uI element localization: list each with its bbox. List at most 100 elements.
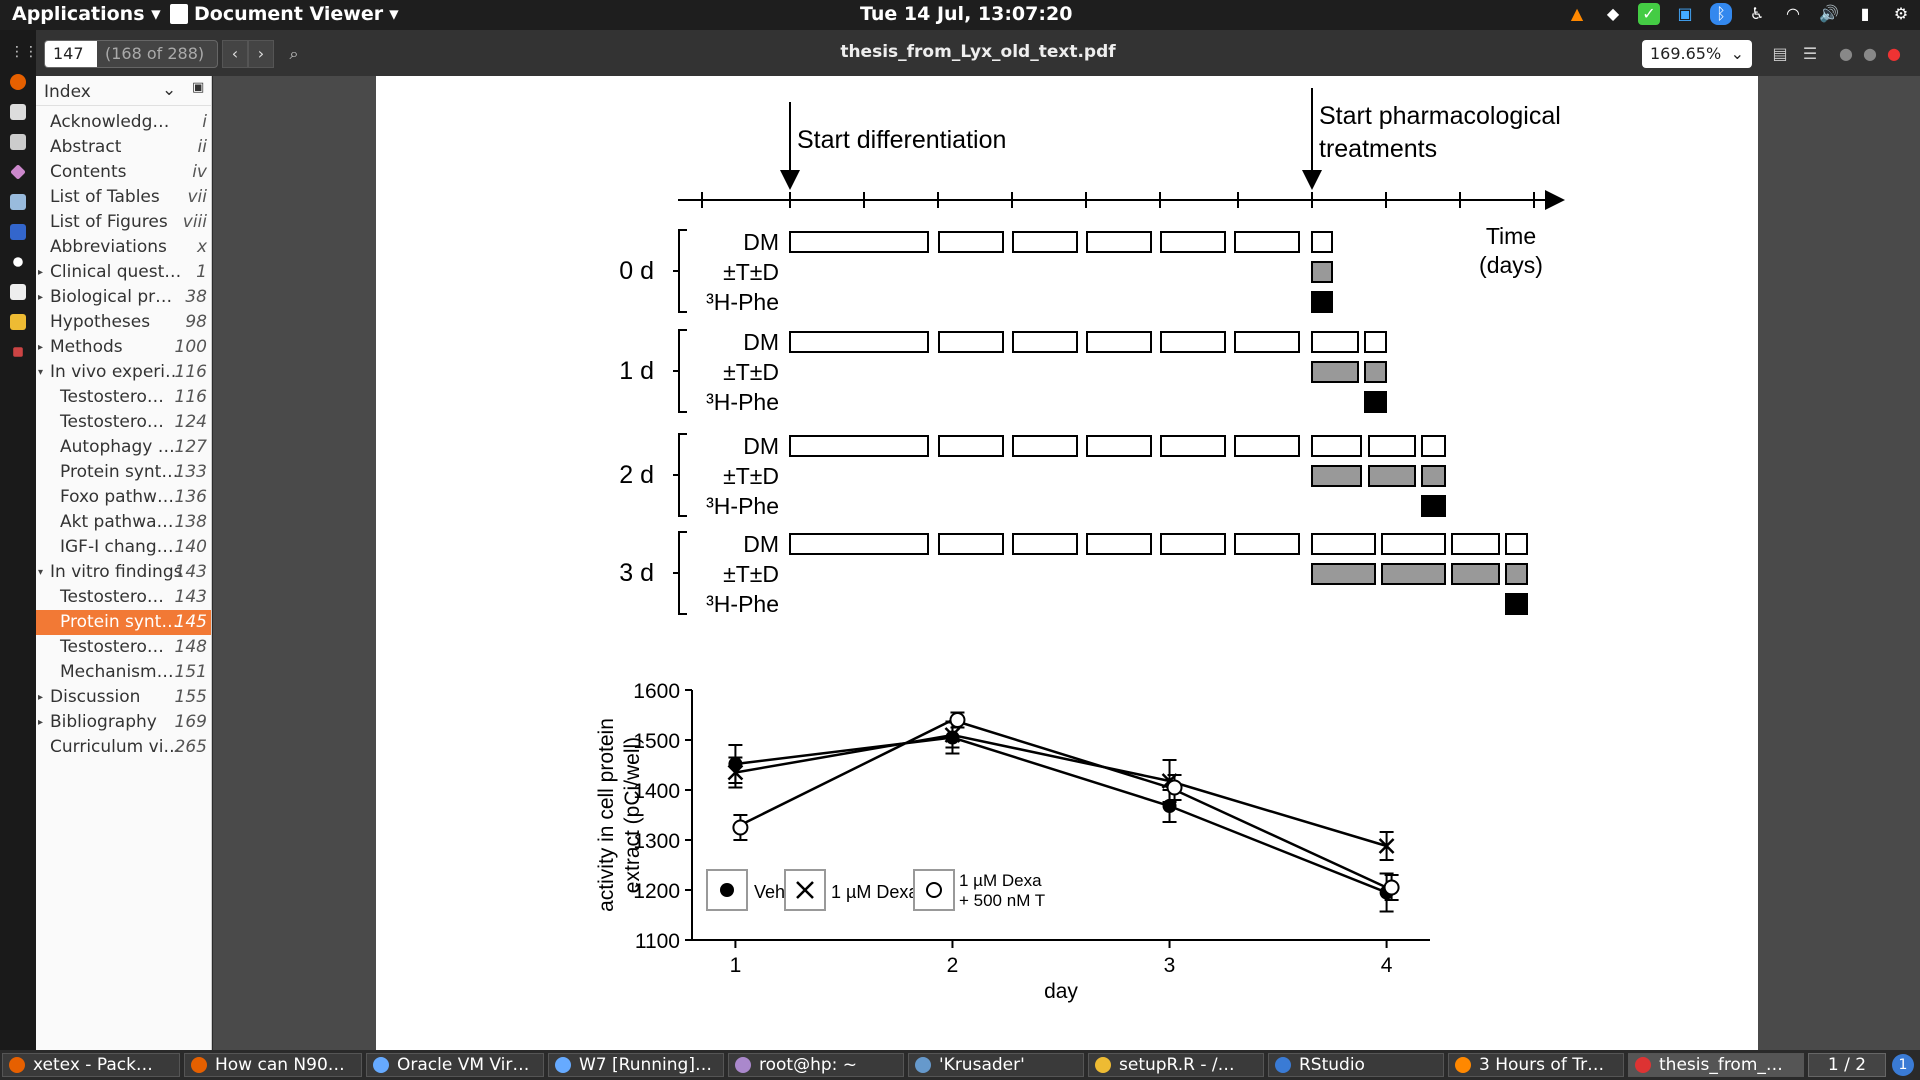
app-icon — [915, 1057, 931, 1073]
collapsed-triangle-icon[interactable]: ▸ — [38, 292, 44, 303]
index-item[interactable]: Foxo pathw… 136 — [36, 485, 211, 510]
taskbar-task[interactable]: How can N90… — [184, 1053, 362, 1077]
index-item[interactable]: Autophagy … 127 — [36, 435, 211, 460]
close-icon[interactable]: ● — [1887, 44, 1901, 63]
tex-icon[interactable] — [10, 284, 26, 300]
taskbar-task[interactable]: thesis_from_… — [1628, 1053, 1804, 1077]
accessibility-icon[interactable]: ♿ — [1749, 4, 1765, 23]
taskbar-task-label: How can N90… — [215, 1055, 345, 1075]
calculator-icon[interactable] — [10, 224, 26, 240]
taskbar-task[interactable]: setupR.R - /… — [1088, 1053, 1264, 1077]
index-item[interactable]: ▸ Clinical quest… 1 — [36, 260, 211, 285]
record-icon[interactable] — [13, 257, 23, 267]
dm-bar — [1086, 435, 1152, 457]
bluetooth-icon[interactable]: ᛒ — [1710, 3, 1732, 25]
annotate-icon[interactable]: ▤ — [1772, 44, 1788, 63]
volume-icon[interactable]: 🔊 — [1819, 4, 1839, 23]
taskbar-task[interactable]: 3 Hours of Tr… — [1448, 1053, 1624, 1077]
diamond-icon[interactable] — [10, 164, 26, 180]
next-page-button[interactable]: › — [248, 40, 274, 68]
index-item[interactable]: ▸ Biological pr… 38 — [36, 285, 211, 310]
legend-marker — [720, 883, 734, 897]
notification-icon[interactable]: 1 — [1892, 1054, 1914, 1076]
index-item[interactable]: Testostero… 116 — [36, 385, 211, 410]
clock[interactable]: Tue 14 Jul, 13:07:20 — [860, 3, 1073, 25]
index-item[interactable]: ▸ Bibliography 169 — [36, 710, 211, 735]
index-item[interactable]: Curriculum vi… 265 — [36, 735, 211, 760]
phe-bar — [1311, 291, 1333, 313]
taskbar-task[interactable]: xetex - Pack… — [2, 1053, 180, 1077]
index-item[interactable]: Hypotheses 98 — [36, 310, 211, 335]
y-tick-label: 1500 — [633, 730, 680, 753]
index-item[interactable]: Abstract ii — [36, 135, 211, 160]
sidebar-header[interactable]: Index ⌄ ▣ — [36, 76, 211, 106]
index-item[interactable]: ▾ In vivo experi… 116 — [36, 360, 211, 385]
ornament-icon[interactable] — [10, 314, 26, 330]
dropbox-icon[interactable]: ◆ — [1606, 4, 1620, 23]
menu-icon[interactable]: ☰ — [1802, 44, 1818, 63]
collapsed-triangle-icon[interactable]: ▸ — [38, 692, 44, 703]
expanded-triangle-icon[interactable]: ▾ — [38, 367, 44, 378]
index-item[interactable]: IGF-I chang… 140 — [36, 535, 211, 560]
page-selector[interactable]: 147 (168 of 288) — [44, 40, 218, 68]
minimize-icon[interactable]: ● — [1839, 44, 1853, 63]
index-item-label: Discussion — [50, 687, 141, 707]
index-item[interactable]: Abbreviations x — [36, 235, 211, 260]
firefox-icon[interactable] — [10, 74, 26, 90]
update-icon[interactable]: ✓ — [1638, 3, 1660, 25]
sidebar-view-icon[interactable]: ▣ — [192, 80, 205, 95]
workspace-switcher[interactable]: 1 / 2 — [1808, 1053, 1886, 1077]
index-item[interactable]: ▸ Methods 100 — [36, 335, 211, 360]
index-item[interactable]: Akt pathwa… 138 — [36, 510, 211, 535]
collapsed-triangle-icon[interactable]: ▸ — [38, 717, 44, 728]
index-item[interactable]: ▾ In vitro findings 143 — [36, 560, 211, 585]
app-menu[interactable]: Document Viewer ▾ — [170, 3, 399, 25]
index-item[interactable]: Testostero… 143 — [36, 585, 211, 610]
files-icon[interactable] — [10, 134, 26, 150]
index-item[interactable]: ▸ Discussion 155 — [36, 685, 211, 710]
wifi-icon[interactable]: ◠ — [1786, 4, 1800, 23]
app-icon — [1275, 1057, 1291, 1073]
grid-menu-icon[interactable]: ⋮⋮ — [10, 44, 38, 60]
taskbar-task[interactable]: Oracle VM Vir… — [366, 1053, 544, 1077]
dm-bar — [938, 533, 1004, 555]
treatment-bar — [1364, 361, 1387, 383]
index-item-label: Testostero… — [60, 587, 164, 607]
search-icon[interactable]: ⌕ — [289, 44, 299, 63]
index-item[interactable]: Acknowledg… i — [36, 110, 211, 135]
chevron-down-icon[interactable]: ⌄ — [162, 80, 177, 100]
battery-icon[interactable]: ▮ — [1860, 4, 1870, 23]
taskbar-task[interactable]: root@hp: ~ — [728, 1053, 904, 1077]
expanded-triangle-icon[interactable]: ▾ — [38, 567, 44, 578]
collapsed-triangle-icon[interactable]: ▸ — [38, 342, 44, 353]
index-item[interactable]: Mechanism… 151 — [36, 660, 211, 685]
virtualbox-icon[interactable] — [10, 194, 26, 210]
data-point — [732, 819, 749, 836]
index-item[interactable]: Testostero… 148 — [36, 635, 211, 660]
index-item[interactable]: List of Tables vii — [36, 185, 211, 210]
vlc-icon[interactable]: ▲ — [1570, 4, 1584, 23]
index-item[interactable]: Protein synt… 145 — [36, 610, 211, 635]
index-item[interactable]: Testostero… 124 — [36, 410, 211, 435]
index-item-page: ii — [197, 137, 207, 157]
zoom-select[interactable]: 169.65% ⌄ — [1642, 40, 1752, 68]
taskbar-task[interactable]: W7 [Running]… — [548, 1053, 724, 1077]
index-item[interactable]: Contents iv — [36, 160, 211, 185]
network-app-icon[interactable]: ▣ — [1677, 4, 1693, 23]
taskbar-task[interactable]: 'Krusader' — [908, 1053, 1084, 1077]
index-item-page: 143 — [174, 587, 207, 607]
document-icon[interactable] — [10, 104, 26, 120]
index-item[interactable]: List of Figures viii — [36, 210, 211, 235]
previous-page-button[interactable]: ‹ — [222, 40, 248, 68]
collapsed-triangle-icon[interactable]: ▸ — [38, 267, 44, 278]
document-view[interactable]: Start differentiation Start pharmacologi… — [213, 76, 1920, 1050]
page-number-input[interactable]: 147 — [45, 41, 97, 67]
index-item[interactable]: Protein synt… 133 — [36, 460, 211, 485]
maximize-icon[interactable]: ● — [1863, 44, 1877, 63]
dm-bar — [1234, 533, 1300, 555]
settings-gear-icon[interactable]: ⚙ — [1893, 4, 1909, 23]
applications-menu[interactable]: Applications ▾ — [12, 3, 161, 25]
taskbar-task[interactable]: RStudio — [1268, 1053, 1444, 1077]
torrent-icon[interactable] — [13, 347, 23, 357]
